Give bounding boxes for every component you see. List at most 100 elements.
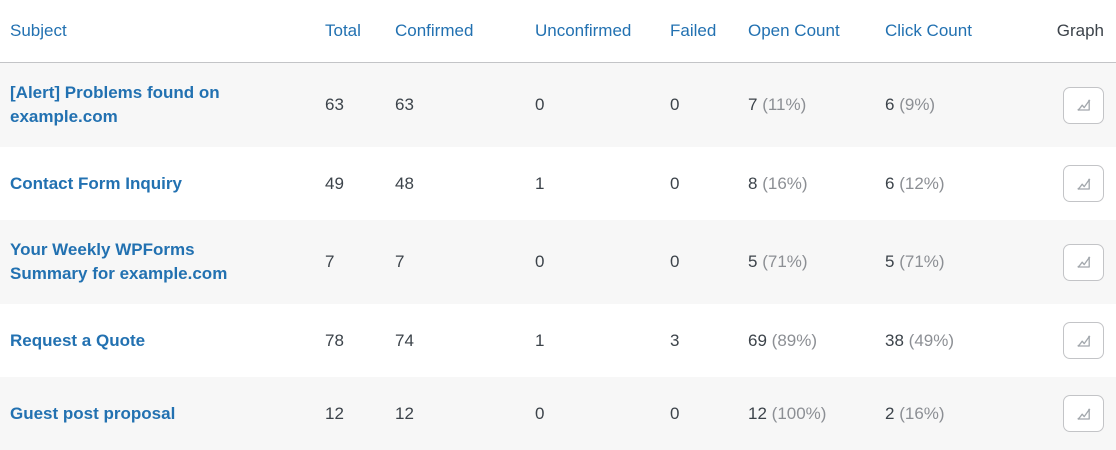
failed-value: 0 — [670, 95, 679, 114]
table-body: [Alert] Problems found on example.com 63… — [0, 63, 1116, 450]
sort-unconfirmed-link[interactable]: Unconfirmed — [535, 21, 631, 40]
column-header-failed: Failed — [670, 0, 748, 63]
column-header-click-count: Click Count — [885, 0, 1025, 63]
total-value: 49 — [325, 174, 344, 193]
table-row: Contact Form Inquiry 49 48 1 0 8 (16%) 6… — [0, 147, 1116, 220]
open-count-percent: (16%) — [762, 174, 807, 193]
table-row: Request a Quote 78 74 1 3 69 (89%) 38 (4… — [0, 304, 1116, 377]
click-count-cell: 2 (16%) — [885, 377, 1025, 450]
graph-cell — [1025, 304, 1116, 377]
column-header-total: Total — [325, 0, 395, 63]
confirmed-value: 74 — [395, 331, 414, 350]
line-chart-icon — [1076, 97, 1092, 113]
open-count-percent: (100%) — [772, 404, 827, 423]
line-chart-icon — [1076, 176, 1092, 192]
total-cell: 78 — [325, 304, 395, 377]
confirmed-value: 63 — [395, 95, 414, 114]
open-count-cell: 12 (100%) — [748, 377, 885, 450]
open-count-percent: (71%) — [762, 252, 807, 271]
open-count-cell: 8 (16%) — [748, 147, 885, 220]
confirmed-cell: 7 — [395, 220, 535, 304]
failed-cell: 3 — [670, 304, 748, 377]
click-count-value: 6 — [885, 174, 894, 193]
unconfirmed-value: 0 — [535, 404, 544, 423]
sort-total-link[interactable]: Total — [325, 21, 361, 40]
unconfirmed-cell: 0 — [535, 220, 670, 304]
unconfirmed-value: 0 — [535, 95, 544, 114]
unconfirmed-cell: 0 — [535, 63, 670, 148]
graph-cell — [1025, 63, 1116, 148]
subject-cell: Request a Quote — [0, 304, 325, 377]
graph-cell — [1025, 147, 1116, 220]
column-header-graph: Graph — [1025, 0, 1116, 63]
subject-link[interactable]: Guest post proposal — [10, 402, 175, 426]
unconfirmed-value: 1 — [535, 174, 544, 193]
total-cell: 49 — [325, 147, 395, 220]
confirmed-cell: 48 — [395, 147, 535, 220]
table-row: Your Weekly WPForms Summary for example.… — [0, 220, 1116, 304]
total-cell: 12 — [325, 377, 395, 450]
click-count-value: 6 — [885, 95, 894, 114]
total-value: 7 — [325, 252, 334, 271]
open-count-value: 8 — [748, 174, 757, 193]
subject-link[interactable]: Request a Quote — [10, 329, 145, 353]
total-value: 78 — [325, 331, 344, 350]
failed-value: 0 — [670, 174, 679, 193]
subject-cell: Contact Form Inquiry — [0, 147, 325, 220]
failed-cell: 0 — [670, 377, 748, 450]
confirmed-value: 48 — [395, 174, 414, 193]
column-header-unconfirmed: Unconfirmed — [535, 0, 670, 63]
total-cell: 63 — [325, 63, 395, 148]
graph-button[interactable] — [1063, 395, 1104, 432]
failed-value: 0 — [670, 252, 679, 271]
open-count-value: 7 — [748, 95, 757, 114]
subject-cell: Guest post proposal — [0, 377, 325, 450]
sort-subject-link[interactable]: Subject — [10, 21, 67, 40]
subject-link[interactable]: Your Weekly WPForms Summary for example.… — [10, 238, 227, 286]
subject-link[interactable]: [Alert] Problems found on example.com — [10, 81, 220, 129]
open-count-cell: 7 (11%) — [748, 63, 885, 148]
graph-cell — [1025, 377, 1116, 450]
sort-failed-link[interactable]: Failed — [670, 21, 716, 40]
open-count-cell: 5 (71%) — [748, 220, 885, 304]
column-header-subject: Subject — [0, 0, 325, 63]
failed-value: 0 — [670, 404, 679, 423]
open-count-value: 12 — [748, 404, 767, 423]
sort-open-count-link[interactable]: Open Count — [748, 21, 840, 40]
total-cell: 7 — [325, 220, 395, 304]
failed-value: 3 — [670, 331, 679, 350]
click-count-percent: (49%) — [909, 331, 954, 350]
graph-button[interactable] — [1063, 244, 1104, 281]
confirmed-cell: 63 — [395, 63, 535, 148]
graph-header-label: Graph — [1057, 21, 1104, 40]
unconfirmed-value: 1 — [535, 331, 544, 350]
click-count-percent: (71%) — [899, 252, 944, 271]
open-count-percent: (89%) — [772, 331, 817, 350]
table-row: [Alert] Problems found on example.com 63… — [0, 63, 1116, 148]
click-count-percent: (9%) — [899, 95, 935, 114]
subject-link[interactable]: Contact Form Inquiry — [10, 172, 182, 196]
sort-click-count-link[interactable]: Click Count — [885, 21, 972, 40]
open-count-cell: 69 (89%) — [748, 304, 885, 377]
sort-confirmed-link[interactable]: Confirmed — [395, 21, 473, 40]
click-count-value: 38 — [885, 331, 904, 350]
click-count-cell: 6 (9%) — [885, 63, 1025, 148]
graph-cell — [1025, 220, 1116, 304]
column-header-confirmed: Confirmed — [395, 0, 535, 63]
unconfirmed-cell: 1 — [535, 147, 670, 220]
unconfirmed-cell: 1 — [535, 304, 670, 377]
graph-button[interactable] — [1063, 165, 1104, 202]
line-chart-icon — [1076, 333, 1092, 349]
total-value: 12 — [325, 404, 344, 423]
failed-cell: 0 — [670, 63, 748, 148]
confirmed-cell: 12 — [395, 377, 535, 450]
click-count-percent: (12%) — [899, 174, 944, 193]
subject-cell: Your Weekly WPForms Summary for example.… — [0, 220, 325, 304]
failed-cell: 0 — [670, 220, 748, 304]
click-count-value: 5 — [885, 252, 894, 271]
confirmed-value: 12 — [395, 404, 414, 423]
table-row: Guest post proposal 12 12 0 0 12 (100%) … — [0, 377, 1116, 450]
graph-button[interactable] — [1063, 87, 1104, 124]
failed-cell: 0 — [670, 147, 748, 220]
graph-button[interactable] — [1063, 322, 1104, 359]
